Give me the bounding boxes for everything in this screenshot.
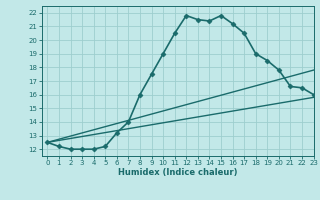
X-axis label: Humidex (Indice chaleur): Humidex (Indice chaleur) bbox=[118, 168, 237, 177]
